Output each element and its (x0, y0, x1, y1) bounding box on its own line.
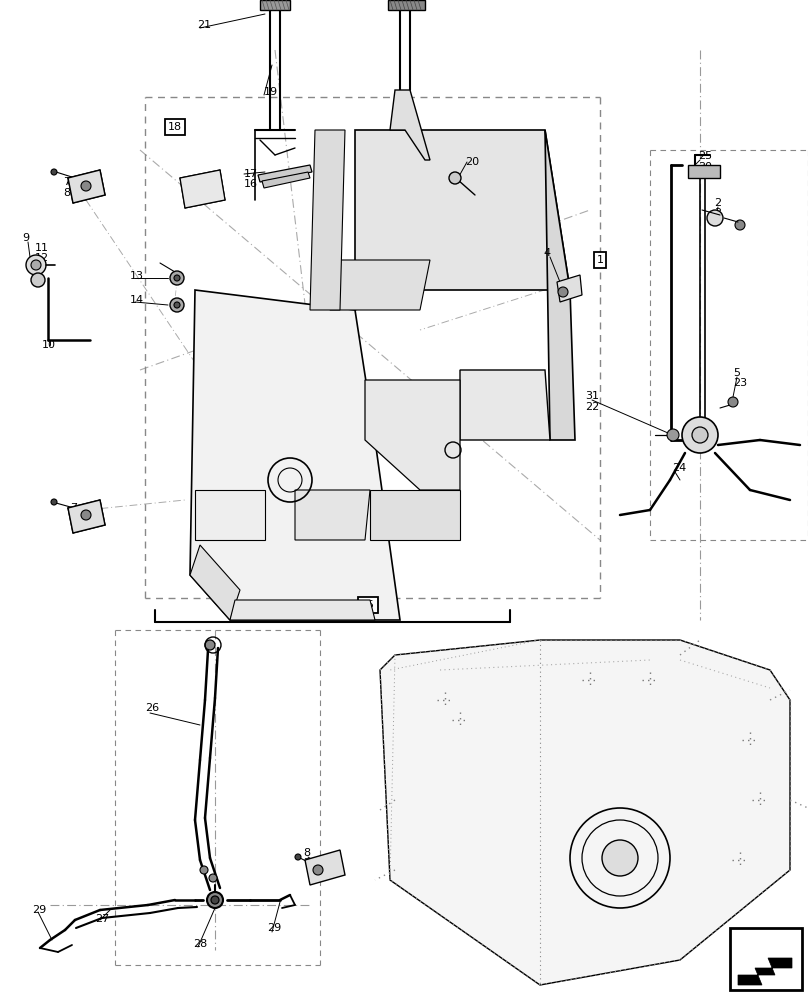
Text: 4: 4 (543, 248, 550, 258)
Polygon shape (305, 850, 345, 885)
Polygon shape (738, 958, 792, 985)
Polygon shape (365, 380, 460, 490)
Polygon shape (688, 165, 720, 178)
Polygon shape (330, 260, 430, 310)
Circle shape (31, 273, 45, 287)
Text: 31: 31 (585, 391, 599, 401)
Polygon shape (180, 170, 225, 208)
Circle shape (174, 275, 180, 281)
Text: 23: 23 (733, 378, 747, 388)
Circle shape (313, 865, 323, 875)
Text: 9: 9 (22, 233, 29, 243)
Text: 27: 27 (95, 914, 109, 924)
Text: 6: 6 (70, 514, 77, 524)
Text: 10: 10 (42, 340, 56, 350)
Polygon shape (68, 500, 105, 533)
Text: 11: 11 (35, 243, 49, 253)
Circle shape (602, 840, 638, 876)
Text: 7: 7 (303, 858, 310, 868)
Polygon shape (390, 90, 430, 160)
Circle shape (205, 640, 215, 650)
Polygon shape (195, 490, 265, 540)
Circle shape (682, 417, 718, 453)
Text: 24: 24 (672, 463, 686, 473)
Circle shape (81, 181, 91, 191)
Circle shape (31, 260, 41, 270)
Polygon shape (260, 0, 290, 10)
Text: 17: 17 (244, 169, 258, 179)
Polygon shape (68, 170, 105, 203)
Text: 7: 7 (63, 177, 70, 187)
Polygon shape (460, 370, 550, 440)
Text: 28: 28 (193, 939, 207, 949)
Text: 12: 12 (35, 253, 49, 263)
Circle shape (211, 896, 219, 904)
Circle shape (207, 892, 223, 908)
Circle shape (170, 271, 184, 285)
Polygon shape (557, 275, 582, 302)
Circle shape (707, 210, 723, 226)
Polygon shape (190, 290, 400, 620)
Text: 8: 8 (303, 848, 310, 858)
Text: 25: 25 (698, 151, 712, 161)
Text: 1: 1 (596, 255, 604, 265)
Text: 29: 29 (267, 923, 281, 933)
Circle shape (735, 220, 745, 230)
Text: 16: 16 (244, 179, 258, 189)
Polygon shape (370, 490, 460, 540)
Circle shape (51, 169, 57, 175)
Polygon shape (310, 130, 345, 310)
Text: 26: 26 (145, 703, 159, 713)
Text: 8: 8 (63, 188, 70, 198)
Text: 20: 20 (465, 157, 479, 167)
Polygon shape (262, 172, 310, 188)
Circle shape (692, 427, 708, 443)
Polygon shape (545, 130, 575, 440)
Polygon shape (388, 0, 425, 10)
Polygon shape (190, 545, 240, 620)
Circle shape (26, 255, 46, 275)
Polygon shape (380, 640, 790, 985)
Circle shape (200, 866, 208, 874)
Text: 15: 15 (361, 600, 375, 610)
Circle shape (174, 302, 180, 308)
Text: 18: 18 (168, 122, 182, 132)
Text: 21: 21 (197, 20, 211, 30)
Circle shape (667, 429, 679, 441)
Text: 22: 22 (585, 402, 600, 412)
Circle shape (449, 172, 461, 184)
Circle shape (170, 298, 184, 312)
Polygon shape (258, 165, 312, 182)
Circle shape (209, 874, 217, 882)
Text: 3: 3 (714, 208, 721, 218)
Circle shape (295, 854, 301, 860)
Text: 2: 2 (714, 198, 721, 208)
Text: 19: 19 (264, 87, 278, 97)
Text: 5: 5 (733, 368, 740, 378)
Circle shape (728, 397, 738, 407)
Circle shape (51, 499, 57, 505)
Circle shape (81, 510, 91, 520)
Text: 30: 30 (698, 162, 712, 172)
Text: 29: 29 (32, 905, 46, 915)
Text: 13: 13 (130, 271, 144, 281)
Bar (730, 928, 802, 990)
Text: 14: 14 (130, 295, 144, 305)
Polygon shape (355, 130, 570, 310)
Polygon shape (295, 490, 370, 540)
Polygon shape (230, 600, 375, 620)
Circle shape (558, 287, 568, 297)
Text: 7: 7 (70, 503, 77, 513)
